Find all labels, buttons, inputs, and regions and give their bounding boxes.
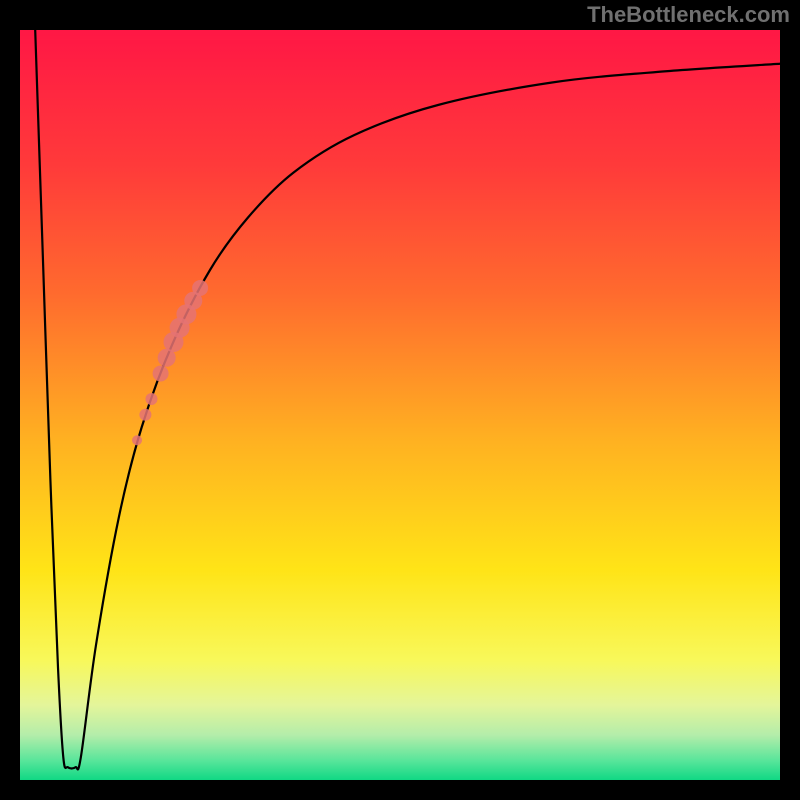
highlight-marker [192,280,208,296]
chart-root: TheBottleneck.com [0,0,800,800]
watermark-text: TheBottleneck.com [587,0,790,30]
highlight-marker [145,393,157,405]
highlight-marker [153,366,169,382]
highlight-marker [132,435,142,445]
plot-background [20,30,780,780]
plot-frame [20,30,780,780]
chart-svg [20,30,780,780]
highlight-marker [139,409,151,421]
